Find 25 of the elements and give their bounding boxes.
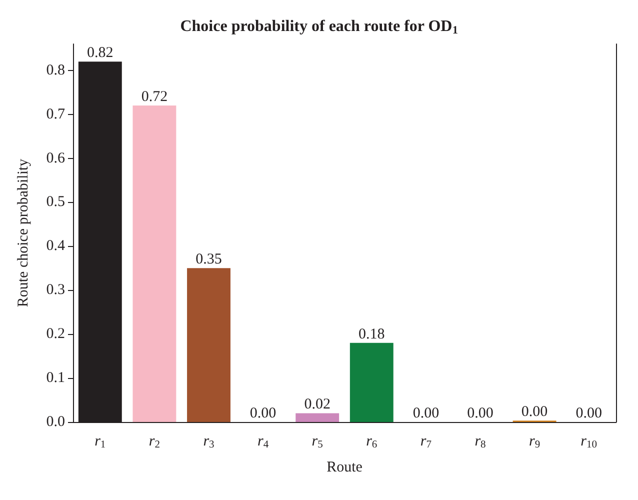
data-label: 0.00 — [467, 406, 494, 422]
data-label: 0.02 — [304, 396, 330, 413]
bar — [296, 413, 340, 422]
y-tick-label: 0.6 — [46, 150, 66, 166]
y-tick-label: 0.3 — [46, 282, 65, 298]
bar — [350, 342, 394, 422]
y-tick-label: 0.7 — [46, 106, 66, 122]
data-label: 0.82 — [87, 45, 114, 62]
data-label: 0.35 — [196, 252, 222, 268]
y-tick-label: 0.5 — [46, 194, 65, 210]
y-tick-label: 0.1 — [46, 370, 65, 386]
bar — [187, 268, 230, 422]
y-axis-title: Route choice probability — [16, 158, 32, 308]
data-label: 0.00 — [412, 406, 440, 422]
x-axis-title: Route — [326, 460, 363, 476]
y-tick-label: 0.8 — [46, 62, 65, 78]
data-label: 0.00 — [521, 404, 548, 420]
data-label: 0.00 — [576, 406, 602, 422]
y-tick-label: 0.4 — [46, 238, 66, 254]
data-label: 0.18 — [358, 326, 385, 342]
data-label: 0.72 — [141, 89, 168, 106]
bar — [132, 106, 176, 422]
y-tick-label: 0.0 — [46, 414, 65, 430]
y-tick-label: 0.2 — [46, 326, 65, 342]
data-label: 0.00 — [250, 406, 276, 422]
